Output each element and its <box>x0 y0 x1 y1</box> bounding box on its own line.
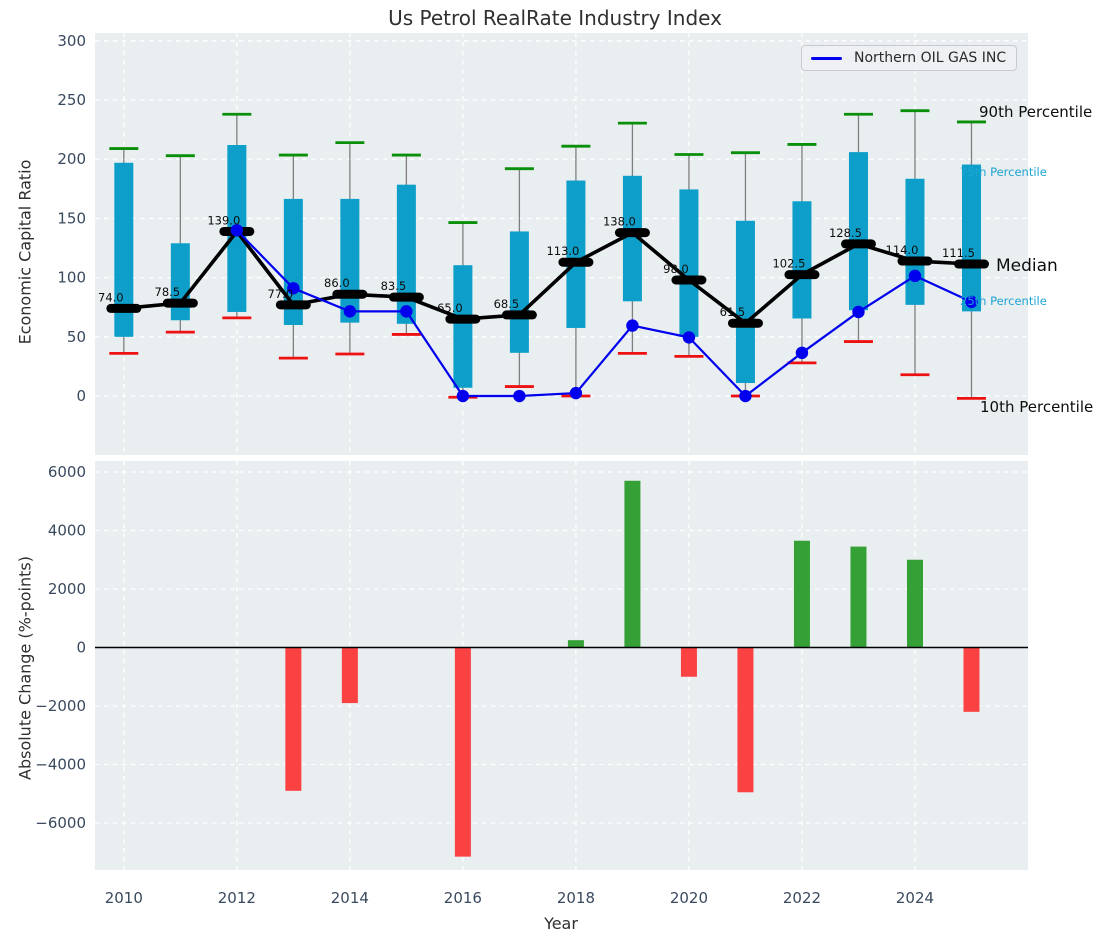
x-tick-label: 2024 <box>896 889 934 907</box>
percentile-box <box>905 178 925 305</box>
percentile-box <box>961 164 981 312</box>
bottom-y-tick-label: 2000 <box>48 580 86 598</box>
top-y-tick-label: 250 <box>57 91 86 109</box>
bottom-y-tick-label: 6000 <box>48 463 86 481</box>
change-bar <box>341 647 358 704</box>
top-y-tick-label: 0 <box>76 387 86 405</box>
median-annotation: 65.0 <box>437 301 463 315</box>
p75-percentile-label: 75th Percentile <box>960 165 1047 179</box>
median-annotation: 77.0 <box>268 287 294 301</box>
percentile-box <box>453 265 473 388</box>
company-dot <box>287 282 300 295</box>
company-dot <box>569 386 583 400</box>
company-dot <box>230 224 244 237</box>
x-tick-label: 2018 <box>557 889 595 907</box>
x-tick-label: 2014 <box>331 889 369 907</box>
x-tick-label: 2012 <box>218 889 256 907</box>
company-dot <box>795 346 809 360</box>
median-annotation: 128.5 <box>829 226 862 240</box>
change-bar <box>850 546 867 648</box>
p90-percentile-label: 90th Percentile <box>979 103 1093 121</box>
top-y-tick-label: 100 <box>57 269 86 287</box>
p25-percentile-label: 25th Percentile <box>960 294 1047 308</box>
percentile-box <box>566 180 586 328</box>
median-annotation: 138.0 <box>603 215 636 229</box>
chart-title: Us Petrol RealRate Industry Index <box>388 6 722 30</box>
x-tick-label: 2020 <box>670 889 708 907</box>
median-annotation: 78.5 <box>155 285 181 299</box>
median-annotation: 74.0 <box>98 290 124 304</box>
median-label: Median <box>996 256 1058 276</box>
change-bar <box>737 647 754 793</box>
company-dot <box>739 389 752 403</box>
percentile-box <box>170 243 190 321</box>
top-y-tick-label: 300 <box>57 32 86 50</box>
p10-percentile-label: 10th Percentile <box>980 398 1094 416</box>
company-line <box>236 229 972 398</box>
percentile-box <box>340 198 360 323</box>
percentile-box <box>848 152 868 311</box>
bottom-y-axis-label: Absolute Change (%-points) <box>15 556 35 780</box>
median-annotation: 114.0 <box>886 243 919 257</box>
median-line <box>123 228 972 326</box>
x-tick-label: 2016 <box>444 889 482 907</box>
percentile-box <box>735 220 755 384</box>
median-annotation: 102.5 <box>772 257 805 271</box>
bottom-plot-background <box>95 461 1028 870</box>
top-y-tick-label: 150 <box>57 209 86 227</box>
bottom-y-tick-label: −4000 <box>35 755 86 773</box>
median-annotation: 139.0 <box>207 213 240 227</box>
company-dot <box>965 295 978 309</box>
median-annotation: 68.5 <box>494 297 520 311</box>
percentile-box <box>509 231 529 353</box>
percentile-box <box>679 189 699 337</box>
percentile-box <box>114 162 134 337</box>
company-dot <box>908 269 922 283</box>
legend-series-label: Northern OIL GAS INC <box>854 50 1007 66</box>
company-dot <box>343 305 357 318</box>
median-annotation: 113.0 <box>546 244 579 258</box>
top-y-tick-label: 200 <box>57 150 86 168</box>
median-annotation: 86.0 <box>324 276 350 290</box>
legend-line-sample <box>811 56 842 60</box>
percentile-box <box>283 198 303 325</box>
change-bar <box>285 647 302 791</box>
change-bar <box>567 640 584 648</box>
median-annotation: 83.5 <box>381 279 407 293</box>
x-tick-label: 2010 <box>105 889 143 907</box>
company-dot <box>626 319 639 332</box>
change-bar <box>454 647 471 857</box>
x-axis-label: Year <box>544 914 578 933</box>
bottom-y-tick-label: 4000 <box>48 521 86 539</box>
bottom-y-tick-label: 0 <box>76 638 86 656</box>
bottom-y-tick-label: −2000 <box>35 697 86 715</box>
top-y-tick-label: 50 <box>67 328 86 346</box>
median-annotation: 98.0 <box>663 262 689 276</box>
x-tick-label: 2022 <box>783 889 821 907</box>
percentile-box <box>622 175 642 302</box>
change-bar <box>793 540 810 648</box>
percentile-box <box>792 201 812 319</box>
company-dot <box>682 331 696 344</box>
company-dot <box>513 389 526 403</box>
change-bar <box>963 647 980 712</box>
change-bar <box>680 647 697 677</box>
median-annotation: 111.5 <box>942 246 975 260</box>
top-y-axis-label: Economic Capital Ratio <box>15 159 35 345</box>
change-bar <box>624 480 641 648</box>
median-annotation: 61.5 <box>720 305 746 319</box>
company-dot <box>456 389 470 403</box>
change-bar <box>906 559 923 648</box>
percentile-box <box>396 184 416 324</box>
company-dot <box>852 305 865 319</box>
bottom-y-tick-label: −6000 <box>35 814 86 832</box>
company-dot <box>400 305 413 318</box>
legend: Northern OIL GAS INC <box>801 45 1017 71</box>
